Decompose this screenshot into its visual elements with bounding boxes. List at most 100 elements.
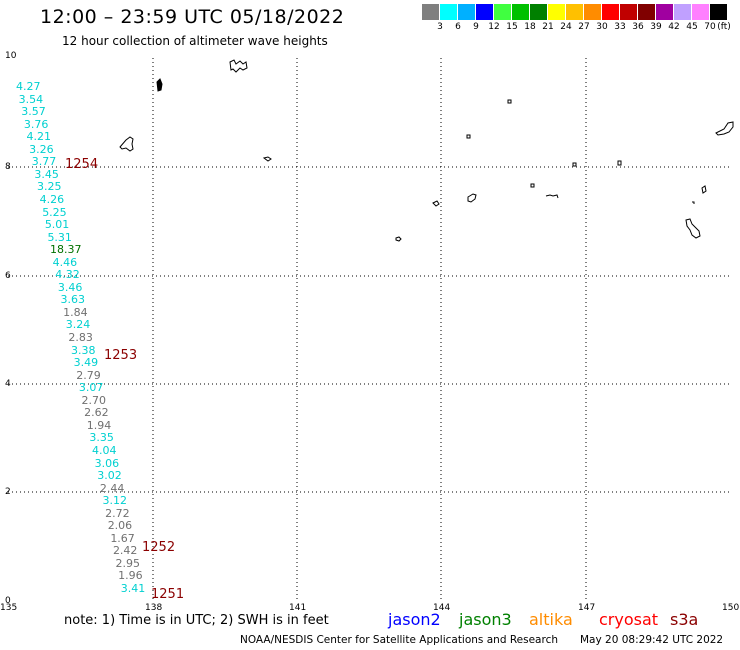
wave-height-map (8, 58, 734, 601)
swh-value: 3.06 (94, 456, 120, 470)
satellite-name: jason2 (388, 610, 441, 629)
footnote: note: 1) Time is in UTC; 2) SWH is in fe… (64, 613, 329, 628)
swh-value: 1.94 (86, 418, 112, 432)
legend-swatch (548, 4, 565, 20)
legend-swatch (440, 4, 457, 20)
legend-swatch (530, 4, 547, 20)
swh-value: 2.83 (68, 331, 93, 344)
x-tick-label: 144 (433, 603, 451, 613)
legend-swatch (494, 4, 511, 20)
y-tick-label: 10 (5, 51, 17, 61)
island-outline (701, 185, 707, 194)
swh-value: 3.57 (21, 105, 46, 119)
island-outline (685, 218, 701, 239)
island-outline (119, 136, 134, 152)
swh-value: 3.76 (23, 117, 49, 131)
island-outline (432, 200, 440, 207)
x-tick-label: 135 (0, 603, 18, 613)
island-outline (530, 183, 535, 188)
legend-label: 24 (560, 22, 572, 32)
island-outline (572, 162, 577, 167)
legend-swatch (458, 4, 475, 20)
coastlines (119, 59, 734, 242)
y-tick-label: 8 (5, 162, 11, 172)
legend-swatch (656, 4, 673, 20)
legend-label: 70 (704, 22, 716, 32)
satellite-name: altika (529, 610, 573, 629)
swh-value: 3.54 (18, 92, 44, 106)
swh-value: 3.77 (31, 155, 57, 169)
swh-value: 18.37 (50, 243, 82, 257)
legend-swatch (692, 4, 709, 20)
island-outline (467, 193, 477, 203)
x-tick-label: 141 (289, 603, 307, 613)
swh-value: 2.06 (107, 519, 133, 533)
satellite-name: s3a (670, 610, 699, 629)
island-outline (395, 236, 402, 242)
island-outline (617, 160, 622, 166)
swh-value: 2.62 (84, 406, 109, 420)
satellite-name: jason3 (459, 610, 512, 629)
x-tick-label: 138 (145, 603, 163, 613)
island-outline (545, 194, 559, 199)
legend-label: 3 (437, 22, 443, 32)
swh-value: 2.42 (112, 544, 138, 558)
swh-value: 3.35 (89, 431, 114, 445)
swh-value: 3.02 (97, 469, 122, 483)
legend-label: 45 (686, 22, 698, 32)
legend-label: 27 (578, 22, 590, 32)
island-outline (507, 99, 512, 104)
legend-swatch (476, 4, 493, 20)
y-tick-label: 6 (5, 271, 11, 281)
legend-label: 39 (650, 22, 662, 32)
swh-value: 3.26 (29, 142, 54, 156)
chart-title: 12:00 – 23:59 UTC 05/18/2022 (40, 6, 345, 28)
legend-label: 15 (506, 22, 518, 32)
legend-swatch (602, 4, 619, 20)
legend-swatch (422, 4, 439, 20)
swh-value: 4.26 (39, 192, 65, 206)
swh-value: 2.72 (105, 506, 130, 520)
legend-label: 9 (473, 22, 479, 32)
swh-value: 5.25 (42, 205, 67, 219)
legend-unit: (ft) (717, 22, 731, 32)
legend-label: 12 (488, 22, 500, 32)
island-outline (466, 134, 471, 139)
credit-text: NOAA/NESDIS Center for Satellite Applica… (240, 634, 558, 646)
legend-swatch (674, 4, 691, 20)
island-outline (262, 156, 272, 162)
legend-swatch (512, 4, 529, 20)
island-outline (692, 201, 695, 204)
swh-value: 4.21 (26, 130, 51, 144)
legend-label: 42 (668, 22, 680, 32)
swh-value: 4.46 (52, 255, 78, 269)
legend-label: 30 (596, 22, 608, 32)
y-tick-label: 0 (5, 596, 11, 606)
swh-value: 2.44 (99, 481, 125, 495)
island-outline (156, 78, 163, 92)
swh-value: 3.49 (73, 356, 99, 370)
pass-number: 1251 (151, 587, 185, 602)
swh-value: 3.63 (60, 293, 86, 307)
x-tick-label: 147 (578, 603, 596, 613)
legend-swatch (638, 4, 655, 20)
swh-value: 5.01 (44, 218, 70, 232)
pass-number: 1252 (142, 540, 176, 555)
swh-value: 1.96 (118, 569, 143, 583)
y-tick-label: 4 (5, 379, 11, 389)
swh-value: 3.38 (71, 343, 96, 357)
legend-swatch (584, 4, 601, 20)
chart-subtitle: 12 hour collection of altimeter wave hei… (62, 34, 328, 48)
swh-value: 2.95 (115, 556, 141, 570)
island-outline (715, 121, 734, 136)
lat-lon-grid (8, 58, 730, 601)
pass-number: 1254 (65, 157, 99, 172)
legend-label: 36 (632, 22, 644, 32)
legend-swatch (566, 4, 583, 20)
legend-label: 6 (455, 22, 461, 32)
swh-value: 4.32 (55, 268, 80, 282)
legend-label: 33 (614, 22, 626, 32)
swh-value: 2.79 (76, 368, 101, 382)
swh-value: 3.25 (36, 180, 62, 194)
swh-value: 2.70 (81, 393, 107, 407)
